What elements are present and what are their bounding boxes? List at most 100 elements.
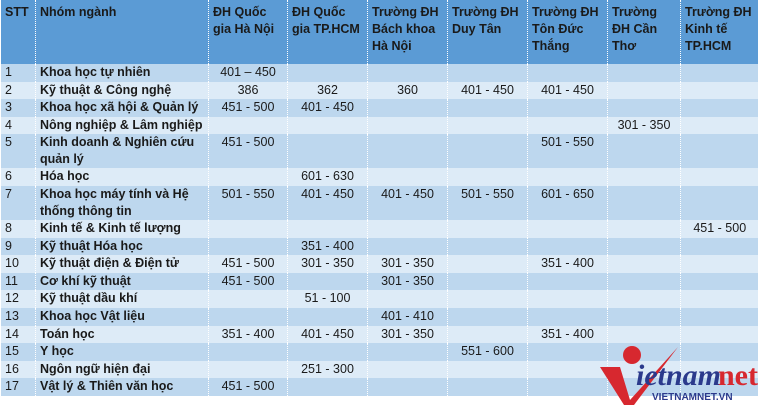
rank-cell: 362	[287, 81, 368, 100]
rank-cell: 501 - 550	[527, 134, 608, 169]
field-name: Khoa học tự nhiên	[35, 64, 209, 82]
rank-cell	[680, 116, 758, 135]
rank-cell	[367, 116, 448, 135]
rank-cell	[680, 343, 758, 361]
table-row: 13 Khoa học Vật liệu 401 - 410	[0, 307, 758, 326]
table-row: 14 Toán học 351 - 400 401 - 450 301 - 350 351…	[0, 325, 758, 344]
field-name: Kỹ thuật & Công nghệ	[35, 81, 209, 100]
rank-cell: 351 - 400	[208, 325, 288, 344]
table-row: 1 Khoa học tự nhiên 401 – 450	[0, 64, 758, 82]
rank-cell	[287, 134, 368, 169]
table-row: 3 Khoa học xã hội & Quản lý 451 - 500 401 -…	[0, 99, 758, 117]
rank-cell	[527, 237, 608, 256]
table-row: 9 Kỹ thuật Hóa học 351 - 400	[0, 237, 758, 256]
field-name: Khoa học xã hội & Quản lý	[35, 99, 209, 117]
column-header: Trường ĐH Tôn Đức Thắng	[527, 0, 608, 64]
rank-cell	[680, 168, 758, 186]
rank-cell	[447, 272, 528, 291]
rank-cell	[680, 255, 758, 273]
rank-cell	[527, 307, 608, 326]
table-row: 17 Vật lý & Thiên văn học 451 - 500	[0, 378, 758, 396]
rank-cell: 451 - 500	[208, 134, 288, 169]
rank-cell: 401 - 450	[367, 185, 448, 220]
table-row: 2 Kỹ thuật & Công nghệ 386 362 360 401 - 450 4…	[0, 81, 758, 100]
row-number: 8	[0, 219, 36, 238]
rank-cell	[527, 64, 608, 82]
rank-cell	[527, 272, 608, 291]
row-number: 6	[0, 168, 36, 186]
rank-cell	[607, 185, 681, 220]
row-number: 7	[0, 185, 36, 220]
rank-cell	[447, 116, 528, 135]
rank-cell	[527, 99, 608, 117]
rank-cell	[447, 134, 528, 169]
rank-cell	[367, 360, 448, 379]
rank-cell	[287, 378, 368, 396]
rank-cell	[208, 290, 288, 308]
rank-cell	[607, 168, 681, 186]
row-number: 3	[0, 99, 36, 117]
row-number: 15	[0, 343, 36, 361]
rank-cell	[680, 185, 758, 220]
rank-cell	[527, 116, 608, 135]
rank-cell	[680, 134, 758, 169]
rank-cell	[447, 307, 528, 326]
rank-cell: 401 - 410	[367, 307, 448, 326]
row-number: 2	[0, 81, 36, 100]
rank-cell	[367, 168, 448, 186]
field-name: Khoa học Vật liệu	[35, 307, 209, 326]
column-header: Trường ĐH Kinh tế TP.HCM	[680, 0, 758, 64]
table-row: 8 Kinh tế & Kinh tế lượng 451 - 500	[0, 219, 758, 238]
table-row: 15 Y học 551 - 600	[0, 343, 758, 361]
rank-cell	[607, 307, 681, 326]
table-row: 11 Cơ khí kỹ thuật 451 - 500 301 - 350	[0, 272, 758, 291]
rank-cell	[527, 290, 608, 308]
rank-cell	[447, 237, 528, 256]
column-header: Trường ĐH Cần Thơ	[607, 0, 681, 64]
rank-cell: 551 - 600	[447, 343, 528, 361]
vietnamnet-logo: ietnam net VIETNAMNET.VN	[600, 346, 758, 405]
column-header: Nhóm ngành	[35, 0, 209, 64]
rank-cell: 601 - 650	[527, 185, 608, 220]
rank-cell: 351 - 400	[527, 255, 608, 273]
rank-cell	[287, 64, 368, 82]
rank-cell: 301 - 350	[367, 272, 448, 291]
field-name: Kỹ thuật Hóa học	[35, 237, 209, 256]
field-name: Kinh tế & Kinh tế lượng	[35, 219, 209, 238]
rank-cell	[287, 116, 368, 135]
field-name: Kỹ thuật dầu khí	[35, 290, 209, 308]
rank-cell: 351 - 400	[527, 325, 608, 344]
rank-cell	[680, 237, 758, 256]
rank-cell	[447, 219, 528, 238]
rank-cell: 51 - 100	[287, 290, 368, 308]
rank-cell	[287, 272, 368, 291]
rank-cell: 451 - 500	[208, 378, 288, 396]
svg-text:VIETNAMNET.VN: VIETNAMNET.VN	[652, 392, 733, 403]
rank-cell: 301 - 350	[287, 255, 368, 273]
rank-cell	[447, 290, 528, 308]
field-name: Kinh doanh & Nghiên cứu quản lý	[35, 134, 209, 169]
field-name: Ngôn ngữ hiện đại	[35, 360, 209, 379]
rank-cell	[208, 237, 288, 256]
rank-cell	[680, 378, 758, 396]
rank-cell: 451 - 500	[208, 99, 288, 117]
rank-cell	[680, 99, 758, 117]
field-name: Y học	[35, 343, 209, 361]
table-row: 16 Ngôn ngữ hiện đại 251 - 300	[0, 360, 758, 379]
rank-cell	[208, 307, 288, 326]
row-number: 10	[0, 255, 36, 273]
rank-cell	[607, 290, 681, 308]
rank-cell	[447, 168, 528, 186]
row-number: 11	[0, 272, 36, 291]
table-row: 7 Khoa học máy tính và Hệ thống thông tin…	[0, 185, 758, 220]
rank-cell: 301 - 350	[367, 325, 448, 344]
rank-cell: 401 – 450	[208, 64, 288, 82]
rank-cell	[208, 360, 288, 379]
row-number: 9	[0, 237, 36, 256]
row-number: 5	[0, 134, 36, 169]
rank-cell	[367, 343, 448, 361]
rank-cell: 601 - 630	[287, 168, 368, 186]
rank-cell: 401 - 450	[447, 81, 528, 100]
table-row: 6 Hóa học 601 - 630	[0, 168, 758, 186]
rank-cell: 451 - 500	[208, 255, 288, 273]
